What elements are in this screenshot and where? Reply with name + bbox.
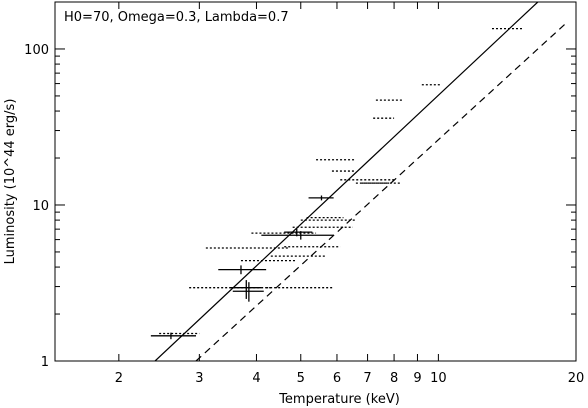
y-axis-label: Luminosity (10^44 erg/s) (3, 99, 18, 265)
axis-ticks: 2 3 4 5 6 7 8 9 10 20 1 10 100 (24, 1, 585, 386)
x-tick-label: 4 (252, 371, 260, 386)
data-point (261, 231, 334, 240)
x-tick-label: 9 (413, 371, 421, 386)
data-point (308, 195, 334, 201)
data-point (150, 332, 197, 340)
plot-frame (54, 1, 577, 362)
solid-fit-line (154, 2, 539, 361)
x-tick-label: 6 (333, 371, 341, 386)
data-point (218, 265, 267, 275)
y-tick-label: 100 (24, 43, 49, 58)
data-point (232, 282, 264, 302)
chart-marks (150, 2, 569, 361)
x-tick-label: 5 (297, 371, 305, 386)
x-tick-label: 7 (363, 371, 371, 386)
x-tick-label: 2 (115, 371, 123, 386)
x-tick-label: 8 (390, 371, 398, 386)
dashed-fit-line (195, 21, 569, 361)
x-tick-label: 3 (195, 371, 203, 386)
x-tick-label: 10 (430, 371, 447, 386)
x-axis-label: Temperature (keV) (278, 392, 400, 407)
data-point (229, 280, 262, 299)
y-tick-label: 1 (41, 355, 49, 370)
x-tick-label: 20 (568, 371, 585, 386)
y-tick-label: 10 (32, 199, 49, 214)
chart-annotation: H0=70, Omega=0.3, Lambda=0.7 (64, 10, 289, 25)
